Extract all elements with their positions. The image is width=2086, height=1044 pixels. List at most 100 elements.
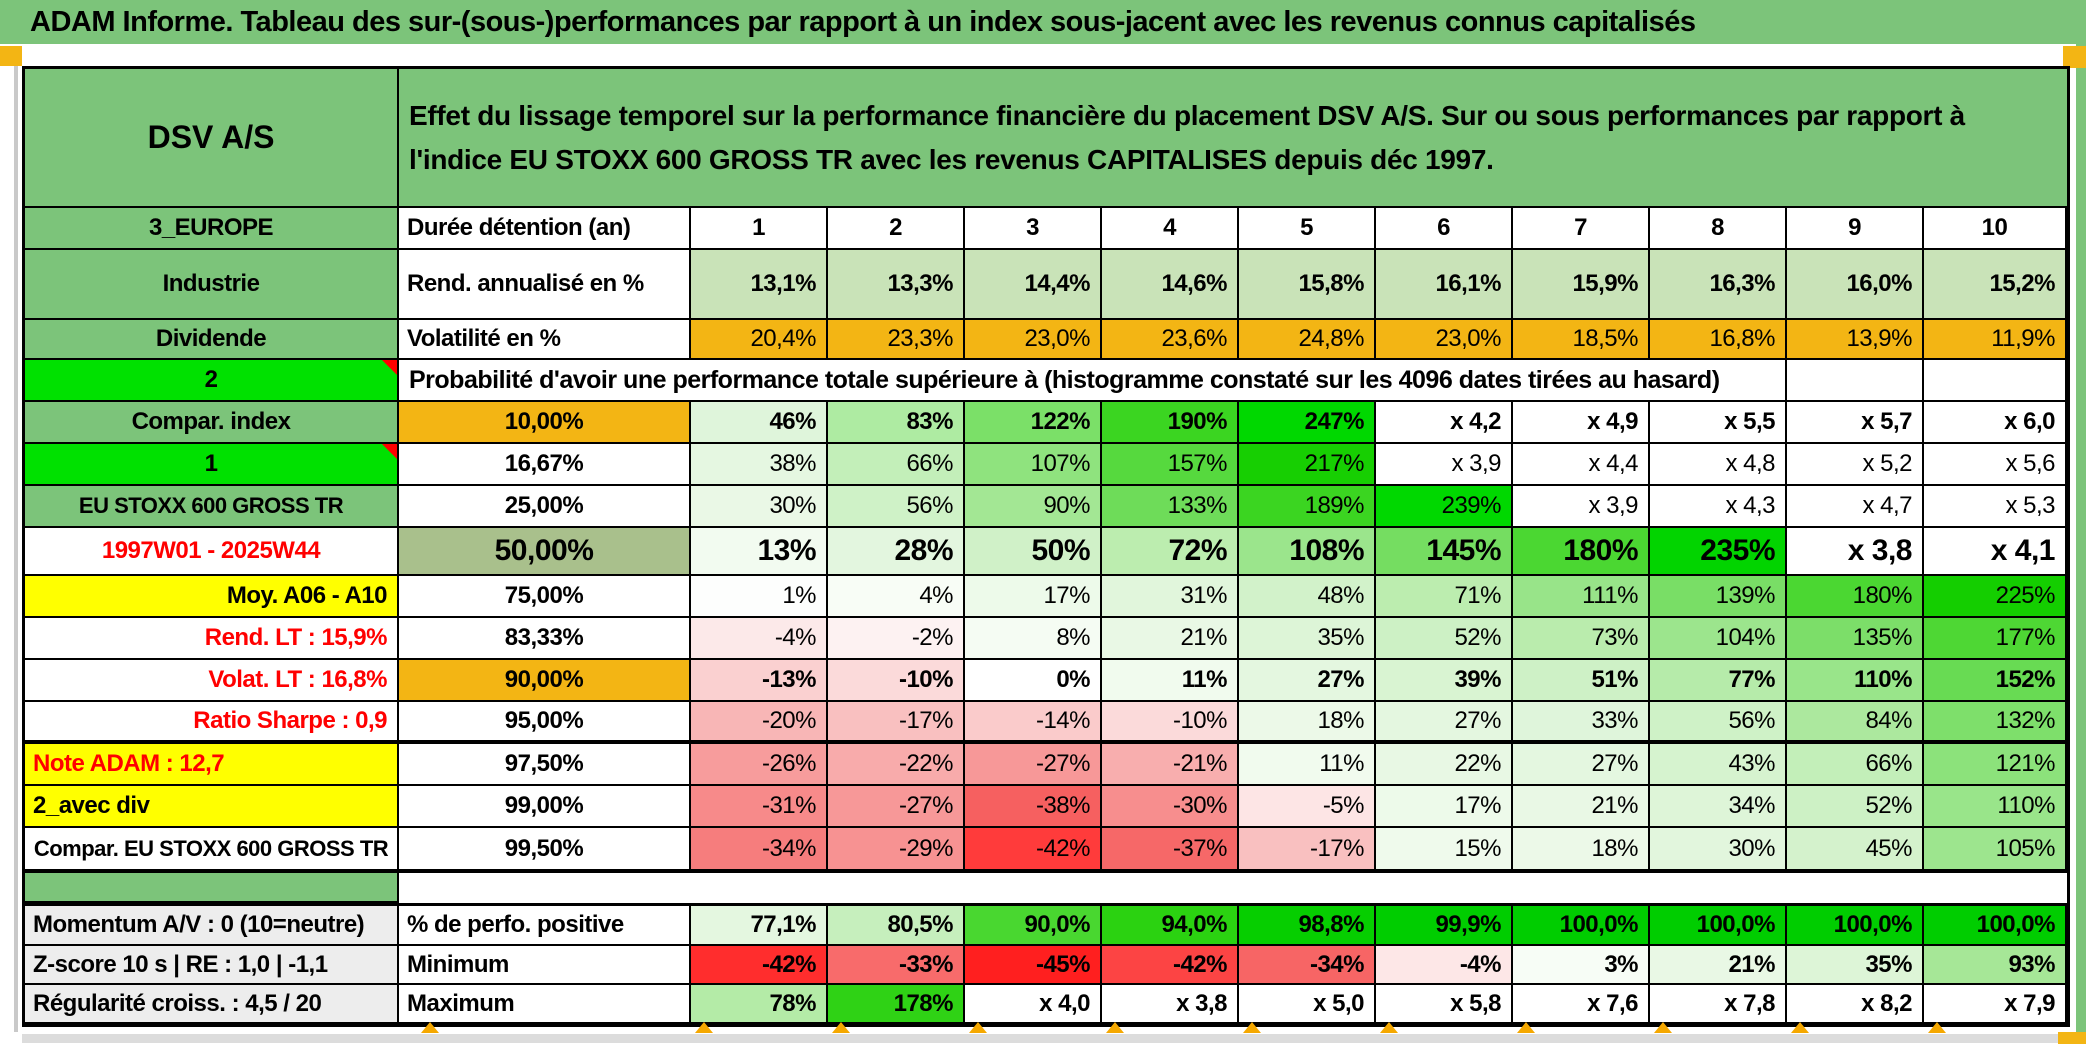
threshold-cell[interactable]: 16,67% — [399, 444, 691, 486]
value-cell[interactable]: 52% — [1376, 618, 1513, 660]
row-label-cell[interactable]: Industrie — [25, 250, 399, 320]
value-cell[interactable]: -26% — [691, 744, 828, 786]
value-cell[interactable]: 139% — [1650, 576, 1787, 618]
value-cell[interactable]: 27% — [1239, 660, 1376, 702]
value-cell[interactable]: x 4,3 — [1650, 486, 1787, 528]
value-cell[interactable]: -14% — [965, 702, 1102, 744]
row-label-cell[interactable]: 1 — [25, 444, 399, 486]
value-cell[interactable]: 110% — [1787, 660, 1924, 702]
row-label-cell[interactable]: Note ADAM : 12,7 — [25, 744, 399, 786]
value-cell[interactable]: -10% — [828, 660, 965, 702]
value-cell[interactable]: 178% — [828, 985, 965, 1024]
value-cell[interactable]: x 3,9 — [1513, 486, 1650, 528]
threshold-cell[interactable]: 50,00% — [399, 528, 691, 576]
column-header-cell[interactable]: 1 — [691, 208, 828, 250]
threshold-cell[interactable]: 99,00% — [399, 786, 691, 828]
value-cell[interactable]: x 7,6 — [1513, 985, 1650, 1024]
value-cell[interactable]: 20,4% — [691, 320, 828, 360]
value-cell[interactable]: 100,0% — [1924, 906, 2067, 946]
value-cell[interactable]: -45% — [965, 946, 1102, 985]
value-cell[interactable]: -10% — [1102, 702, 1239, 744]
value-cell[interactable]: x 4,0 — [965, 985, 1102, 1024]
value-cell[interactable]: 15% — [1376, 828, 1513, 873]
value-cell[interactable]: 177% — [1924, 618, 2067, 660]
column-header-cell[interactable]: 7 — [1513, 208, 1650, 250]
value-cell[interactable]: -38% — [965, 786, 1102, 828]
row-label-cell[interactable]: Ratio Sharpe : 0,9 — [25, 702, 399, 744]
column-header-cell[interactable]: 10 — [1924, 208, 2067, 250]
value-cell[interactable]: 80,5% — [828, 906, 965, 946]
value-cell[interactable]: -33% — [828, 946, 965, 985]
value-cell[interactable]: 66% — [828, 444, 965, 486]
value-cell[interactable]: 157% — [1102, 444, 1239, 486]
value-cell[interactable]: x 5,5 — [1650, 402, 1787, 444]
row-label-cell[interactable]: Momentum A/V : 0 (10=neutre) — [25, 906, 399, 946]
value-cell[interactable]: 247% — [1239, 402, 1376, 444]
value-cell[interactable]: 16,1% — [1376, 250, 1513, 320]
value-cell[interactable]: 1% — [691, 576, 828, 618]
value-cell[interactable]: 13,9% — [1787, 320, 1924, 360]
threshold-cell[interactable]: Rend. annualisé en % — [399, 250, 691, 320]
value-cell[interactable]: 11% — [1102, 660, 1239, 702]
value-cell[interactable]: 0% — [965, 660, 1102, 702]
value-cell[interactable]: 217% — [1239, 444, 1376, 486]
value-cell[interactable]: 21% — [1102, 618, 1239, 660]
value-cell[interactable]: -42% — [691, 946, 828, 985]
value-cell[interactable]: -5% — [1239, 786, 1376, 828]
value-cell[interactable]: 51% — [1513, 660, 1650, 702]
value-cell[interactable]: 135% — [1787, 618, 1924, 660]
value-cell[interactable]: x 3,8 — [1102, 985, 1239, 1024]
row-label-cell[interactable]: Rend. LT : 15,9% — [25, 618, 399, 660]
value-cell[interactable]: 52% — [1787, 786, 1924, 828]
row-label-cell[interactable]: Z-score 10 s | RE : 1,0 | -1,1 — [25, 946, 399, 985]
value-cell[interactable]: -42% — [1102, 946, 1239, 985]
company-cell[interactable]: DSV A/S — [25, 69, 399, 206]
column-header-cell[interactable]: 9 — [1787, 208, 1924, 250]
value-cell[interactable]: -34% — [1239, 946, 1376, 985]
value-cell[interactable]: -20% — [691, 702, 828, 744]
column-header-cell[interactable]: 3 — [965, 208, 1102, 250]
value-cell[interactable]: -42% — [965, 828, 1102, 873]
value-cell[interactable]: 45% — [1787, 828, 1924, 873]
value-cell[interactable]: x 3,8 — [1787, 528, 1924, 576]
threshold-cell[interactable]: 95,00% — [399, 702, 691, 744]
value-cell[interactable]: 98,8% — [1239, 906, 1376, 946]
value-cell[interactable]: 21% — [1513, 786, 1650, 828]
value-cell[interactable]: 14,6% — [1102, 250, 1239, 320]
value-cell[interactable]: -22% — [828, 744, 965, 786]
value-cell[interactable]: x 5,0 — [1239, 985, 1376, 1024]
row-label-cell[interactable]: Compar. EU STOXX 600 GROSS TR — [25, 828, 399, 873]
empty-cell[interactable] — [1787, 360, 1924, 402]
column-header-cell[interactable]: 8 — [1650, 208, 1787, 250]
value-cell[interactable]: 235% — [1650, 528, 1787, 576]
row-label-cell[interactable]: Moy. A06 - A10 — [25, 576, 399, 618]
value-cell[interactable]: 27% — [1513, 744, 1650, 786]
value-cell[interactable]: 23,0% — [965, 320, 1102, 360]
value-cell[interactable]: 105% — [1924, 828, 2067, 873]
value-cell[interactable]: -34% — [691, 828, 828, 873]
value-cell[interactable]: 121% — [1924, 744, 2067, 786]
value-cell[interactable]: 77% — [1650, 660, 1787, 702]
value-cell[interactable]: 23,3% — [828, 320, 965, 360]
value-cell[interactable]: 104% — [1650, 618, 1787, 660]
duration-label-cell[interactable]: Durée détention (an) — [399, 208, 691, 250]
value-cell[interactable]: 38% — [691, 444, 828, 486]
value-cell[interactable]: 13,1% — [691, 250, 828, 320]
value-cell[interactable]: 239% — [1376, 486, 1513, 528]
value-cell[interactable]: 111% — [1513, 576, 1650, 618]
value-cell[interactable]: 11,9% — [1924, 320, 2067, 360]
value-cell[interactable]: 100,0% — [1650, 906, 1787, 946]
value-cell[interactable]: x 5,7 — [1787, 402, 1924, 444]
value-cell[interactable]: 107% — [965, 444, 1102, 486]
row-label-cell[interactable]: 2 — [25, 360, 399, 402]
value-cell[interactable]: 34% — [1650, 786, 1787, 828]
empty-cell[interactable] — [1924, 360, 2067, 402]
value-cell[interactable]: 30% — [691, 486, 828, 528]
value-cell[interactable]: -30% — [1102, 786, 1239, 828]
spacer-green-cell[interactable] — [25, 873, 399, 903]
value-cell[interactable]: 99,9% — [1376, 906, 1513, 946]
value-cell[interactable]: 225% — [1924, 576, 2067, 618]
value-cell[interactable]: 73% — [1513, 618, 1650, 660]
value-cell[interactable]: 35% — [1787, 946, 1924, 985]
threshold-cell[interactable]: Volatilité en % — [399, 320, 691, 360]
